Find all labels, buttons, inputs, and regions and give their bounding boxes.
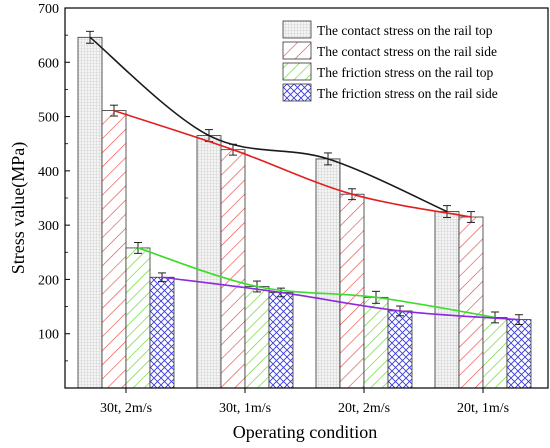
bar-s2-c4 — [458, 216, 484, 389]
legend-swatch-4 — [282, 83, 312, 102]
y-tick-label-1: 100 — [38, 328, 59, 343]
bars-layer — [77, 36, 532, 389]
trend-line-s3 — [137, 247, 496, 319]
y-tick-label-6: 600 — [38, 56, 59, 71]
bar-s4-c2 — [268, 292, 294, 389]
legend-label-2: The contact stress on the rail side — [317, 44, 497, 59]
y-tick-label-4: 400 — [38, 165, 59, 180]
x-axis-title: Operating condition — [233, 422, 377, 442]
x-tick-label-1: 30t, 2m/s — [100, 401, 152, 416]
bar-s3-c3 — [363, 296, 389, 389]
legend-label-1: The contact stress on the rail top — [317, 23, 493, 38]
bar-s2-c1 — [101, 110, 127, 389]
legend-swatch-3 — [282, 62, 312, 81]
bar-s1-c2 — [196, 135, 222, 389]
bar-s2-c2 — [220, 149, 246, 389]
bar-s4-c4 — [506, 319, 532, 389]
bar-s4-c1 — [149, 276, 175, 389]
bar-s1-c4 — [434, 211, 460, 389]
y-tick-label-2: 200 — [38, 273, 59, 288]
bar-s1-c1 — [77, 36, 103, 389]
legend: The contact stress on the rail top The co… — [282, 20, 498, 102]
y-tick-label-7: 700 — [38, 2, 59, 17]
y-tick-label-5: 500 — [38, 111, 59, 126]
bar-s3-c2 — [244, 286, 270, 389]
legend-swatch-1 — [282, 20, 312, 39]
x-tick-label-3: 20t, 2m/s — [338, 401, 390, 416]
legend-swatch-2 — [282, 41, 312, 60]
legend-label-4: The friction stress on the rail side — [317, 86, 498, 101]
y-axis-title: Stress value(MPa) — [8, 142, 29, 274]
bar-s3-c4 — [482, 317, 508, 389]
bar-s2-c3 — [339, 193, 365, 389]
legend-label-3: The friction stress on the rail top — [317, 65, 493, 80]
error-bars-layer — [86, 30, 523, 325]
trend-line-s2 — [113, 109, 472, 218]
trend-line-s1 — [89, 36, 448, 213]
trend-lines-layer — [89, 36, 520, 321]
axes-layer: 100 200 300 400 500 600 700 30t, 2m/s 30t, 1m/s 2… — [38, 2, 549, 416]
x-tick-label-2: 30t, 1m/s — [219, 401, 271, 416]
y-tick-label-3: 300 — [38, 219, 59, 234]
bar-s4-c3 — [387, 310, 413, 389]
x-tick-label-4: 20t, 1m/s — [457, 401, 509, 416]
trend-line-s4 — [161, 276, 520, 321]
bar-s1-c3 — [315, 158, 341, 389]
bar-s3-c1 — [125, 247, 151, 389]
